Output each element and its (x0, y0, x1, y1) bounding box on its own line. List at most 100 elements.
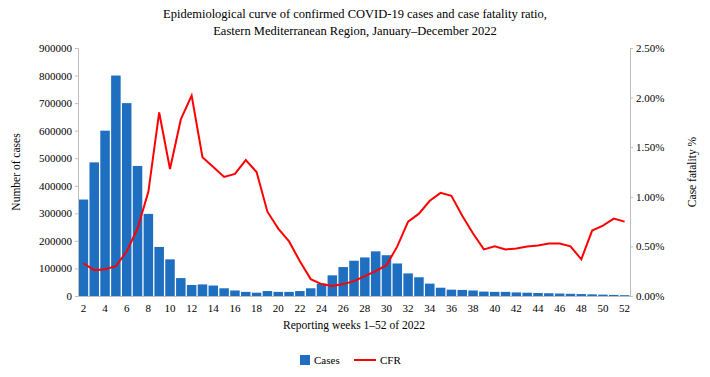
tick: 300000 (39, 207, 78, 219)
bar (544, 293, 554, 296)
tick: 0.00% (630, 290, 664, 302)
tick: 4 (102, 296, 108, 314)
tick-mark (75, 213, 78, 214)
bar (295, 291, 305, 296)
tick-label: 200000 (39, 235, 73, 247)
tick-label: 2.50% (636, 42, 664, 54)
plot-area (79, 76, 630, 296)
tick-mark (75, 131, 78, 132)
bar (490, 292, 500, 296)
bar (501, 292, 511, 296)
tick-label: 300000 (39, 207, 73, 219)
tick-mark (630, 246, 633, 247)
bar (609, 295, 619, 296)
tick-mark (630, 98, 633, 99)
y-axis: 0100000200000300000400000500000600000700… (39, 42, 79, 302)
tick-label: 50 (597, 302, 609, 314)
tick: 22 (294, 296, 305, 314)
tick: 42 (511, 296, 522, 314)
title-line: Eastern Mediterranean Region, January–De… (213, 24, 497, 38)
bar (219, 288, 229, 296)
tick: 200000 (39, 235, 78, 247)
tick-label: 28 (359, 302, 371, 314)
tick: 400000 (39, 180, 78, 192)
bar (165, 259, 175, 296)
bar (393, 263, 403, 296)
y-axis-title: Number of cases (10, 133, 22, 211)
bar (133, 166, 143, 296)
tick-label: 40 (489, 302, 501, 314)
bar (577, 294, 587, 296)
bar (522, 293, 532, 296)
x-axis-title: Reporting weeks 1–52 of 2022 (283, 319, 425, 332)
bar (122, 103, 132, 296)
tick-mark (75, 103, 78, 104)
bar (587, 294, 597, 296)
bar (414, 277, 424, 296)
tick-label: 10 (165, 302, 177, 314)
tick: 0 (67, 290, 79, 302)
line (83, 96, 624, 286)
tick: 100000 (39, 262, 78, 274)
bar (306, 288, 316, 296)
tick-label: 800000 (39, 70, 73, 82)
tick-label: 22 (294, 302, 305, 314)
tick-label: 8 (146, 302, 152, 314)
tick-mark (75, 186, 78, 187)
axis-line (631, 49, 634, 297)
y2-axis: 0.00%0.50%1.00%1.50%2.00%2.50% (630, 42, 664, 302)
tick: 900000 (39, 42, 78, 54)
legend-label: Cases (314, 354, 340, 366)
legend-swatch (354, 359, 376, 361)
bar (447, 290, 457, 296)
legend-item: Cases (300, 354, 340, 366)
tick: 34 (424, 296, 436, 314)
tick-label: 16 (229, 302, 241, 314)
tick-label: 6 (124, 302, 130, 314)
tick: 6 (124, 296, 130, 314)
tick-label: 32 (403, 302, 414, 314)
tick-mark (630, 147, 633, 148)
bar (349, 261, 359, 296)
tick-label: 24 (316, 302, 328, 314)
tick: 28 (359, 296, 371, 314)
tick-mark (75, 76, 78, 77)
tick: 0.50% (630, 240, 664, 252)
tick: 26 (338, 296, 350, 314)
tick: 32 (403, 296, 414, 314)
tick-label: 34 (424, 302, 436, 314)
bar (468, 290, 478, 296)
tick: 2.50% (630, 42, 664, 54)
tick-label: 2.00% (636, 92, 664, 104)
tick: 2 (81, 296, 87, 314)
tick: 800000 (39, 70, 78, 82)
bar (144, 214, 154, 296)
legend: CasesCFR (300, 354, 401, 366)
tick: 12 (186, 296, 197, 314)
tick: 700000 (39, 97, 78, 109)
tick-label: 1.00% (636, 191, 664, 203)
tick-label: 900000 (39, 42, 73, 54)
bar (403, 273, 413, 296)
bar (533, 293, 543, 296)
tick-label: 4 (102, 302, 108, 314)
bar (273, 292, 283, 296)
tick-mark (75, 296, 78, 297)
tick-label: 36 (446, 302, 458, 314)
bar (512, 292, 522, 296)
tick: 8 (146, 296, 152, 314)
tick-label: 0 (67, 290, 73, 302)
axis-line (75, 49, 79, 297)
tick-label: 44 (533, 302, 545, 314)
bar-series (79, 76, 630, 296)
bar (284, 292, 294, 296)
title: Epidemiological curve of confirmed COVID… (163, 7, 547, 38)
tick: 20 (273, 296, 285, 314)
bar (457, 290, 467, 296)
tick-label: 42 (511, 302, 522, 314)
tick-label: 48 (576, 302, 588, 314)
tick: 46 (554, 296, 566, 314)
tick: 52 (619, 296, 630, 314)
tick: 16 (229, 296, 241, 314)
tick-label: 600000 (39, 125, 73, 137)
